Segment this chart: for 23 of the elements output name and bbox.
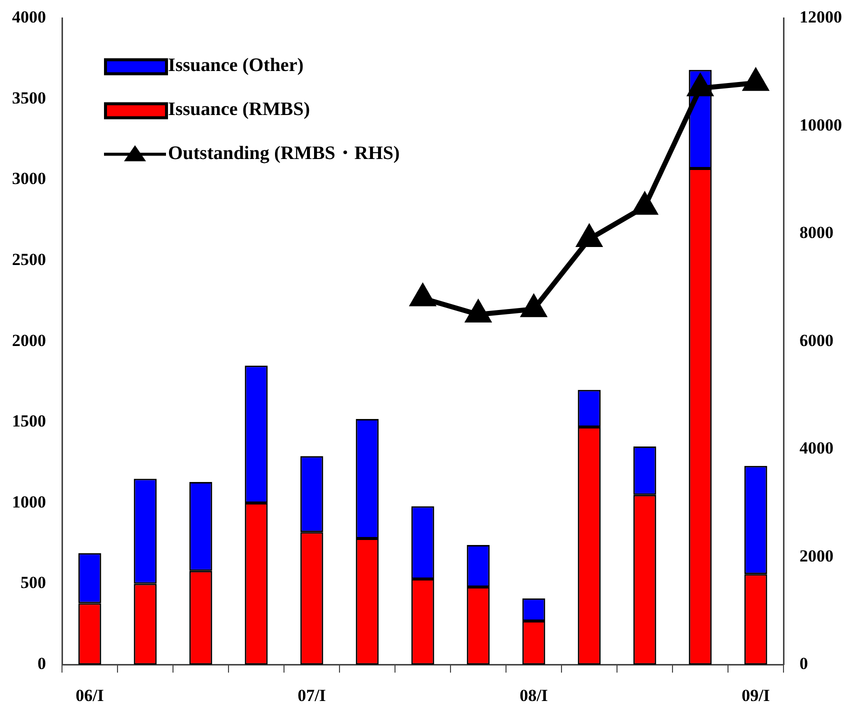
x-tick-label: 08/I bbox=[520, 686, 548, 706]
x-tick-label: 06/I bbox=[76, 686, 104, 706]
y-tick-label: 1500 bbox=[12, 412, 46, 431]
y2-tick-label: 12000 bbox=[800, 8, 842, 27]
y-tick-label: 2000 bbox=[12, 330, 46, 350]
legend-label: Issuance (RMBS) bbox=[168, 99, 310, 120]
legend-label: Outstanding (RMBS・RHS) bbox=[168, 143, 400, 164]
y2-tick-label: 10000 bbox=[800, 115, 842, 134]
y-tick-label: 2500 bbox=[12, 250, 46, 269]
y-tick-label: 1000 bbox=[12, 492, 46, 512]
y-tick-label: 500 bbox=[20, 573, 46, 592]
y-tick-label: 3500 bbox=[12, 88, 46, 108]
y-tick-label: 0 bbox=[38, 654, 46, 673]
legend-label: Issuance (Other) bbox=[168, 55, 304, 76]
y2-tick-label: 0 bbox=[800, 654, 808, 673]
y2-tick-label: 6000 bbox=[800, 330, 834, 350]
y-tick-label: 3000 bbox=[12, 169, 46, 188]
x-tick-label: 09/I bbox=[742, 686, 770, 706]
y2-tick-label: 8000 bbox=[800, 223, 834, 242]
y2-tick-label: 4000 bbox=[800, 438, 834, 458]
y-tick-label: 4000 bbox=[12, 8, 46, 27]
x-tick-label: 07/I bbox=[298, 686, 326, 706]
y2-tick-label: 2000 bbox=[800, 546, 834, 566]
